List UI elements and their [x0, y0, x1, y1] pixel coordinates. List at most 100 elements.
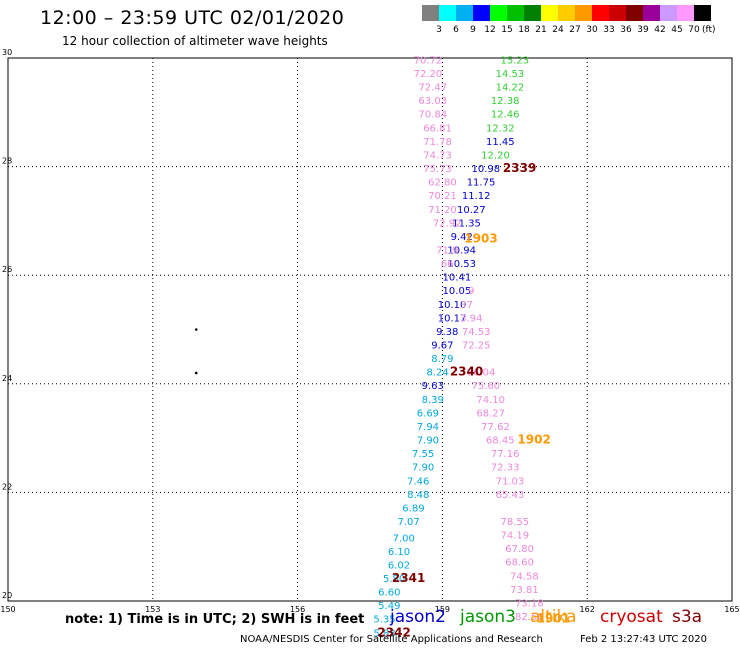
data-label-cryosat: 62.80 — [428, 178, 457, 189]
data-point — [194, 328, 198, 331]
page-title: 12:00 – 23:59 UTC 02/01/2020 — [40, 7, 345, 29]
y-tick-label: 28 — [2, 157, 12, 166]
color-scale-swatch — [592, 5, 609, 21]
color-scale-swatch — [507, 5, 524, 21]
data-label-jason2: 10.27 — [457, 205, 486, 216]
data-label-jason2-cyan: 7.07 — [397, 517, 419, 528]
y-tick-label: 26 — [2, 265, 12, 274]
data-label-cryosat: 37 — [460, 300, 473, 311]
data-label-cryosat: 72.33 — [491, 463, 520, 474]
data-label-cryosat: 78.55 — [500, 517, 529, 528]
x-tick-label: 162 — [580, 605, 595, 614]
data-label-jason2-cyan: 7.90 — [417, 436, 439, 447]
color-scale-swatch — [660, 5, 677, 21]
data-label-jason3: 15.23 — [500, 55, 529, 66]
timestamp-text: Feb 2 13:27:43 UTC 2020 — [580, 634, 707, 645]
data-label-cryosat: 71.78 — [423, 137, 452, 148]
color-scale-swatch — [541, 5, 558, 21]
data-label-cryosat: 66 — [441, 259, 454, 270]
data-label-jason2-cyan: 8.48 — [407, 490, 429, 501]
y-tick-label: 30 — [2, 48, 12, 57]
color-scale-swatch — [558, 5, 575, 21]
color-scale-label: 21 — [535, 25, 547, 35]
color-scale-label: 27 — [569, 25, 581, 35]
x-tick-label: 156 — [290, 605, 305, 614]
legend-item-s3a: s3a — [672, 607, 703, 627]
data-label-cryosat: 74.53 — [462, 327, 491, 338]
color-scale-swatch — [422, 5, 439, 21]
data-label-cryosat: 73.18 — [515, 598, 544, 609]
plot-frame — [7, 57, 733, 602]
color-scale-label: 36 — [620, 25, 632, 35]
data-label-jason2: 9.63 — [422, 381, 444, 392]
data-label-s3a: 2340 — [450, 365, 483, 379]
color-scale-swatch — [575, 5, 592, 21]
data-label-cryosat: 63.03 — [418, 96, 447, 107]
data-label-jason2: 10.53 — [447, 259, 476, 270]
data-label-jason2: 11.45 — [486, 137, 515, 148]
data-label-jason2: 10.98 — [472, 164, 501, 175]
data-label-cryosat: 82.56 — [515, 612, 544, 623]
data-label-jason2-cyan: 5.35 — [373, 615, 395, 626]
color-scale-label: 18 — [518, 25, 530, 35]
data-label-cryosat: 75.73 — [423, 164, 452, 175]
data-label-s3a: 2339 — [503, 161, 536, 175]
data-label-jason2-cyan: 7.55 — [412, 449, 434, 460]
color-scale-swatch — [677, 5, 694, 21]
data-label-cryosat: 74.58 — [510, 571, 539, 582]
y-tick-label: 20 — [2, 591, 12, 600]
data-label-jason2: 11.12 — [462, 191, 491, 202]
data-label-cryosat: 74.73 — [423, 150, 452, 161]
data-point — [194, 371, 198, 375]
data-label-jason2-cyan: 6.02 — [388, 560, 410, 571]
data-label-cryosat: 67.80 — [505, 544, 534, 555]
data-label-cryosat: 86.04 — [467, 368, 496, 379]
color-scale-label: 30 — [586, 25, 598, 35]
data-label-cryosat: 77.16 — [491, 449, 520, 460]
data-label-cryosat: 71.9 — [436, 245, 458, 256]
data-label-jason2-cyan: 7.00 — [393, 533, 415, 544]
x-tick-label: 159 — [435, 605, 450, 614]
color-scale-swatch — [439, 5, 456, 21]
color-scale-label: 15 — [501, 25, 513, 35]
units-note: note: 1) Time is in UTC; 2) SWH is in fe… — [65, 612, 365, 627]
data-label-cryosat: 72.25 — [462, 341, 491, 352]
color-scale-label: 39 — [637, 25, 649, 35]
data-label-jason2-cyan: 6.10 — [388, 547, 410, 558]
data-label-jason2: 9.67 — [431, 341, 453, 352]
color-scale-unit: (ft) — [702, 25, 716, 35]
data-label-jason2-cyan: 8.24 — [426, 368, 448, 379]
data-label-cryosat: 74.19 — [500, 531, 529, 542]
data-label-jason2-cyan: 8.79 — [431, 354, 453, 365]
x-tick-label: 153 — [145, 605, 160, 614]
data-label-jason2: 10.05 — [443, 286, 472, 297]
data-label-jason2: 9.38 — [436, 327, 458, 338]
data-label-cryosat: 71.03 — [496, 476, 525, 487]
data-label-jason2: 11.75 — [467, 178, 496, 189]
color-scale-label: 42 — [654, 25, 666, 35]
data-label-cryosat: 68.27 — [476, 408, 505, 419]
data-label-jason2-cyan: 7.90 — [412, 463, 434, 474]
color-scale-label: 12 — [484, 25, 496, 35]
data-label-cryosat: 72.47 — [418, 83, 447, 94]
data-label-s3a: 2342 — [377, 625, 410, 639]
color-scale-swatch — [473, 5, 490, 21]
data-label-altika: 1901 — [537, 612, 570, 626]
color-scale-swatch — [643, 5, 660, 21]
color-scale-label: 9 — [470, 25, 476, 35]
color-scale-swatch — [694, 5, 711, 21]
data-label-jason2: 10.94 — [447, 245, 476, 256]
data-label-jason2-cyan: 5.49 — [378, 601, 400, 612]
data-label-jason3: 14.53 — [496, 69, 525, 80]
color-scale-label: 6 — [453, 25, 459, 35]
data-label-altika: 1903 — [464, 232, 497, 246]
color-scale-swatch — [490, 5, 507, 21]
data-label-cryosat: 71.20 — [428, 205, 457, 216]
data-label-cryosat: 70.84 — [418, 110, 447, 121]
legend-item-altika: altika — [530, 607, 577, 627]
data-label-cryosat: 65.43 — [496, 490, 525, 501]
data-label-cryosat: 72.92 — [433, 218, 462, 229]
legend-item-jason2: jason2 — [390, 607, 446, 627]
color-scale-swatch — [609, 5, 626, 21]
